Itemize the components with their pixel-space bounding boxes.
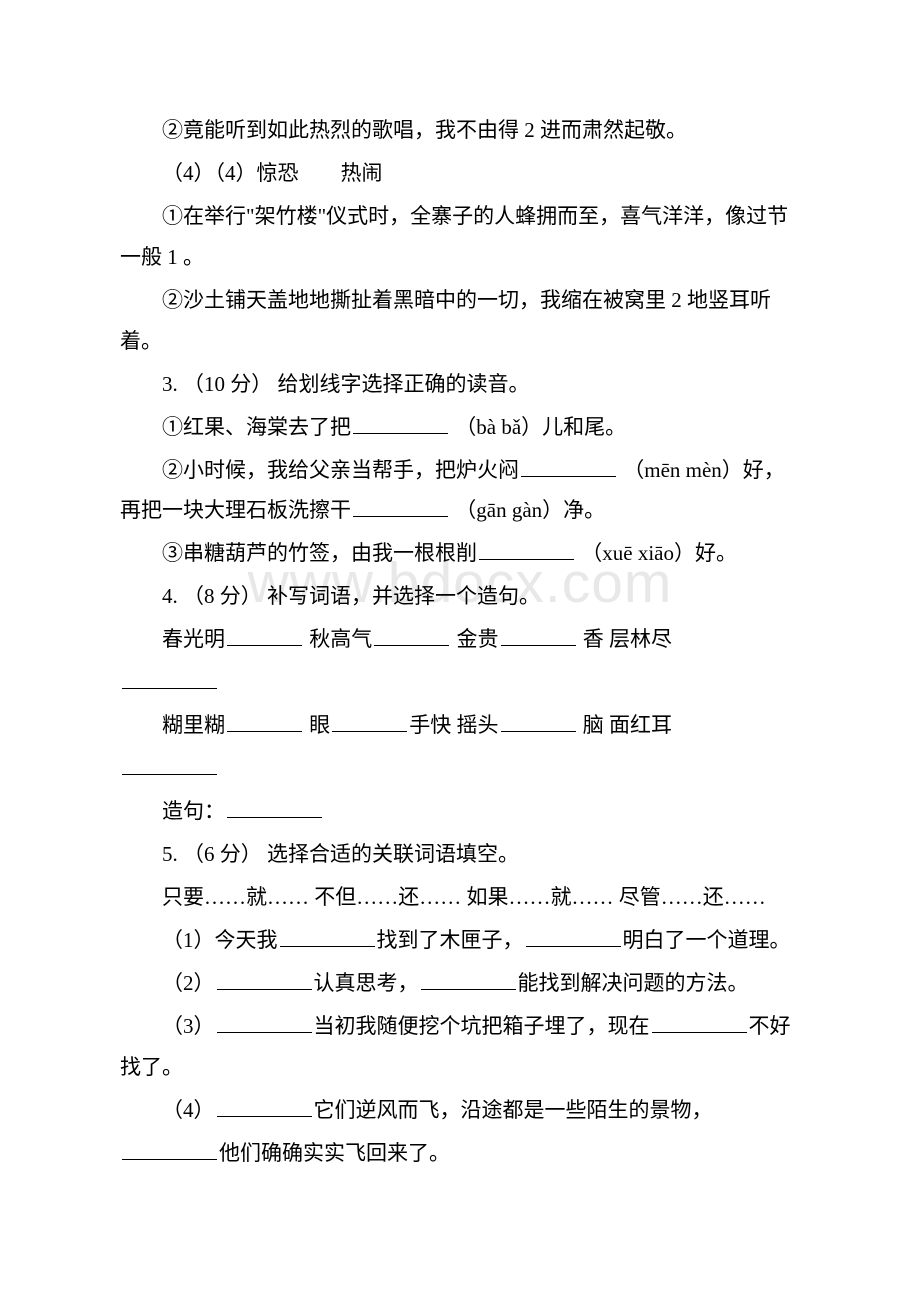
line-q5-header: 5. （6 分） 选择合适的关联词语填空。 bbox=[120, 834, 800, 875]
text-fragment: 糊里糊 bbox=[162, 713, 225, 737]
line-idiom-row1-tail bbox=[120, 662, 800, 703]
text-fragment: 他们确确实实飞回来了。 bbox=[219, 1141, 450, 1165]
document-content: ②竟能听到如此热烈的歌唱，我不由得 2 进而肃然起敬。 （4）（4）惊恐 热闹 … bbox=[0, 0, 920, 1235]
blank-field bbox=[217, 1096, 312, 1117]
line-q5-1: （1）今天我 找到了木匣子， 明白了一个道理。 bbox=[120, 920, 800, 961]
blank-field bbox=[227, 625, 302, 646]
blank-field bbox=[353, 413, 448, 434]
text-fragment: （1）今天我 bbox=[162, 928, 278, 952]
blank-field bbox=[526, 926, 621, 947]
blank-field bbox=[353, 496, 448, 517]
line-q5-2: （2） 认真思考， 能找到解决问题的方法。 bbox=[120, 963, 800, 1004]
text-fragment: 眼 bbox=[304, 713, 330, 737]
line-q4-1: ①在举行"架竹楼"仪式时，全寨子的人蜂拥而至，喜气洋洋，像过节一般 1 。 bbox=[120, 196, 800, 278]
text-fragment: 造句： bbox=[162, 799, 225, 823]
line-q4-2: ②沙土铺天盖地地撕扯着黑暗中的一切，我缩在被窝里 2 地竖耳听着。 bbox=[120, 280, 800, 362]
text-fragment: 手快 摇头 bbox=[409, 713, 498, 737]
line-idiom-row2: 糊里糊 眼 手快 摇头 脑 面红耳 bbox=[120, 705, 800, 746]
blank-field bbox=[217, 969, 312, 990]
line-idiom-row1: 春光明 秋高气 金贵 香 层林尽 bbox=[120, 619, 800, 660]
blank-field bbox=[217, 1012, 312, 1033]
line-q5-4-cont: 他们确确实实飞回来了。 bbox=[120, 1133, 800, 1174]
line-q2-2: ②竟能听到如此热烈的歌唱，我不由得 2 进而肃然起敬。 bbox=[120, 110, 800, 151]
text-fragment: （2） bbox=[162, 971, 215, 995]
blank-field bbox=[122, 1139, 217, 1160]
blank-field bbox=[332, 711, 407, 732]
blank-field bbox=[521, 456, 616, 477]
line-idiom-row2-tail bbox=[120, 748, 800, 789]
text-fragment: ③串糖葫芦的竹签，由我一根根削 bbox=[162, 541, 477, 565]
line-q4-task: 4. （8 分） 补写词语，并选择一个造句。 bbox=[120, 576, 800, 617]
line-conjunctions: 只要……就…… 不但……还…… 如果……就…… 尽管……还…… bbox=[120, 877, 800, 918]
text-fragment: （3） bbox=[162, 1014, 215, 1038]
text-fragment: 香 层林尽 bbox=[578, 627, 673, 651]
line-q4-header: （4）（4）惊恐 热闹 bbox=[120, 153, 800, 194]
blank-field bbox=[479, 539, 574, 560]
text-fragment: 认真思考， bbox=[314, 971, 419, 995]
blank-field bbox=[501, 625, 576, 646]
blank-field bbox=[227, 797, 322, 818]
blank-field bbox=[122, 668, 217, 689]
text-fragment: （bà bǎ）儿和尾。 bbox=[450, 415, 626, 439]
text-fragment: 当初我随便挖个坑把箱子埋了，现在 bbox=[314, 1014, 650, 1038]
text-fragment: 找到了木匣子， bbox=[377, 928, 524, 952]
text-fragment: 金贵 bbox=[451, 627, 498, 651]
text-fragment: （gān gàn）净。 bbox=[450, 498, 605, 522]
text-fragment: 它们逆风而飞，沿途都是一些陌生的景物， bbox=[314, 1098, 713, 1122]
text-fragment: 明白了一个道理。 bbox=[623, 928, 791, 952]
blank-field bbox=[122, 754, 217, 775]
line-q3-3: ③串糖葫芦的竹签，由我一根根削 （xuē xiāo）好。 bbox=[120, 533, 800, 574]
text-fragment: ②小时候，我给父亲当帮手，把炉火闷 bbox=[162, 458, 519, 482]
text-fragment: 脑 面红耳 bbox=[578, 713, 673, 737]
blank-field bbox=[374, 625, 449, 646]
text-fragment: ①红果、海棠去了把 bbox=[162, 415, 351, 439]
line-q5-4: （4） 它们逆风而飞，沿途都是一些陌生的景物， bbox=[120, 1090, 800, 1131]
blank-field bbox=[280, 926, 375, 947]
text-fragment: （4） bbox=[162, 1098, 215, 1122]
blank-field bbox=[501, 711, 576, 732]
line-q3-2: ②小时候，我给父亲当帮手，把炉火闷 （mēn mèn）好，再把一块大理石板洗擦干… bbox=[120, 450, 800, 532]
text-fragment: 秋高气 bbox=[304, 627, 372, 651]
blank-field bbox=[421, 969, 516, 990]
blank-field bbox=[652, 1012, 747, 1033]
line-q3-header: 3. （10 分） 给划线字选择正确的读音。 bbox=[120, 364, 800, 405]
text-fragment: 能找到解决问题的方法。 bbox=[518, 971, 749, 995]
text-fragment: （xuē xiāo）好。 bbox=[576, 541, 737, 565]
line-q3-1: ①红果、海棠去了把 （bà bǎ）儿和尾。 bbox=[120, 407, 800, 448]
line-sentence-make: 造句： bbox=[120, 791, 800, 832]
line-q5-3: （3）当初我随便挖个坑把箱子埋了，现在不好找了。 bbox=[120, 1006, 800, 1088]
blank-field bbox=[227, 711, 302, 732]
text-fragment: 春光明 bbox=[162, 627, 225, 651]
